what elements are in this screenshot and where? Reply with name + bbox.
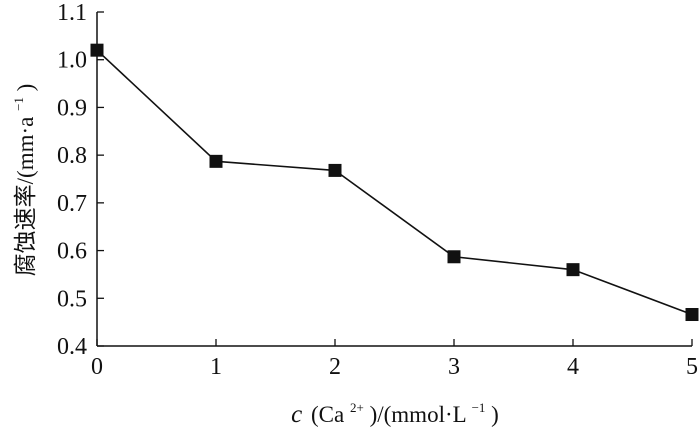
y-axis-title: 腐蚀速率/(mm·a −1 ) [3,84,38,277]
x-tick-label: 1 [210,354,222,380]
data-point-marker [566,263,580,277]
data-point-marker [209,154,223,168]
data-point-marker [685,308,699,322]
data-point-marker [328,163,342,177]
data-point-marker [90,43,104,57]
y-ticks: 0.4 0.5 0.6 0.7 0.8 0.9 1.0 1.1 [57,0,104,360]
x-tick-label: 3 [448,354,460,380]
y-tick-label: 0.7 [57,191,87,217]
x-ticks: 0 1 2 3 4 5 [91,339,698,380]
x-axis-title: c (Ca 2+ )/(mmol·L −1 ) [291,392,499,428]
y-tick-label: 1.1 [57,0,87,26]
x-tick-label: 5 [686,354,698,380]
y-tick-label: 0.8 [57,143,87,169]
series [90,43,699,322]
series-line [96,49,693,316]
data-point-marker [447,250,461,264]
axes [96,12,692,347]
x-tick-label: 4 [567,354,579,380]
x-tick-label: 0 [91,354,103,380]
y-tick-label: 0.6 [57,239,87,265]
y-tick-label: 0.4 [57,334,87,360]
y-tick-label: 0.9 [57,95,87,121]
y-tick-label: 1.0 [57,48,87,74]
x-tick-label: 2 [329,354,341,380]
y-tick-label: 0.5 [57,286,87,312]
